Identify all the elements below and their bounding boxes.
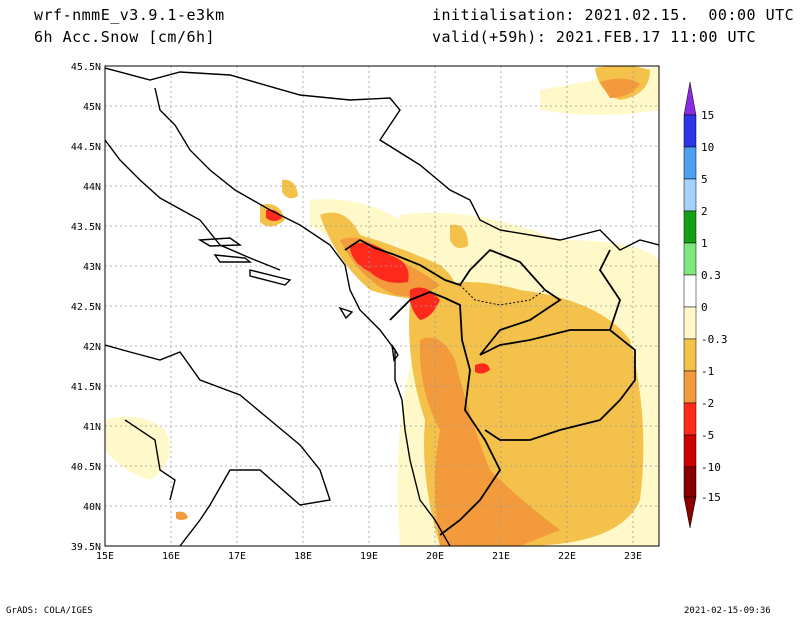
lon-label: 21E xyxy=(492,551,510,562)
legend-label: -1 xyxy=(701,365,714,378)
legend-top-arrow xyxy=(683,81,697,116)
generation-timestamp: 2021-02-15-09:36 xyxy=(684,606,771,616)
lon-label: 15E xyxy=(96,551,114,562)
legend-label: 15 xyxy=(701,109,714,122)
legend-box xyxy=(683,338,697,372)
legend-label: -0.3 xyxy=(701,333,728,346)
model-label: wrf-nmmE_v3.9.1-e3km xyxy=(34,6,225,24)
legend-bottom-arrow xyxy=(683,496,697,529)
legend-label: -5 xyxy=(701,429,714,442)
legend-label: 5 xyxy=(701,173,708,186)
grads-credit: GrADS: COLA/IGES xyxy=(6,606,93,616)
lat-label: 42N xyxy=(83,342,101,353)
legend-box xyxy=(683,210,697,244)
legend-box xyxy=(683,274,697,308)
lat-label: 39.5N xyxy=(71,542,101,553)
lon-label: 16E xyxy=(162,551,180,562)
lat-label: 44N xyxy=(83,182,101,193)
latitude-labels: 45.5N 45N 44.5N 44N 43.5N 43N 42.5N 42N … xyxy=(71,62,101,553)
lon-label: 22E xyxy=(558,551,576,562)
init-time: initialisation: 2021.02.15. 00:00 UTC xyxy=(432,6,795,24)
legend-label: 10 xyxy=(701,141,714,154)
snow-field xyxy=(105,66,659,546)
graticule xyxy=(105,66,659,546)
lon-label: 18E xyxy=(294,551,312,562)
legend-label: 1 xyxy=(701,237,708,250)
legend-label: -10 xyxy=(701,461,721,474)
legend-box xyxy=(683,466,697,498)
lon-label: 19E xyxy=(360,551,378,562)
legend-label: 0 xyxy=(701,301,708,314)
lon-label: 20E xyxy=(426,551,444,562)
legend-label: 0.3 xyxy=(701,269,721,282)
field-label: 6h Acc.Snow [cm/6h] xyxy=(34,28,216,46)
legend-label: -2 xyxy=(701,397,714,410)
lat-label: 41.5N xyxy=(71,382,101,393)
legend-box xyxy=(683,434,697,468)
legend-label: 2 xyxy=(701,205,708,218)
lat-label: 45.5N xyxy=(71,62,101,73)
lat-label: 41N xyxy=(83,422,101,433)
lat-label: 44.5N xyxy=(71,142,101,153)
legend-box xyxy=(683,402,697,436)
legend-box xyxy=(683,114,697,148)
lon-label: 17E xyxy=(228,551,246,562)
legend-box xyxy=(683,178,697,212)
lat-label: 40.5N xyxy=(71,462,101,473)
lat-label: 45N xyxy=(83,102,101,113)
legend-label: -15 xyxy=(701,491,721,504)
coastlines xyxy=(105,67,659,546)
color-legend: 15 10 5 2 1 0.3 0 -0.3 -1 -2 -5 -10 -15 xyxy=(683,81,728,529)
legend-labels: 15 10 5 2 1 0.3 0 -0.3 -1 -2 -5 -10 -15 xyxy=(701,109,728,504)
lat-label: 43N xyxy=(83,262,101,273)
lon-label: 23E xyxy=(624,551,642,562)
legend-box xyxy=(683,306,697,340)
borders xyxy=(344,238,636,536)
longitude-labels: 15E 16E 17E 18E 19E 20E 21E 22E 23E xyxy=(96,551,642,562)
lat-label: 40N xyxy=(83,502,101,513)
legend-box xyxy=(683,146,697,180)
legend-box xyxy=(683,370,697,404)
lat-label: 43.5N xyxy=(71,222,101,233)
map-frame xyxy=(104,65,660,547)
legend-box xyxy=(683,242,697,276)
valid-time: valid(+59h): 2021.FEB.17 11:00 UTC xyxy=(432,28,757,46)
lat-label: 42.5N xyxy=(71,302,101,313)
